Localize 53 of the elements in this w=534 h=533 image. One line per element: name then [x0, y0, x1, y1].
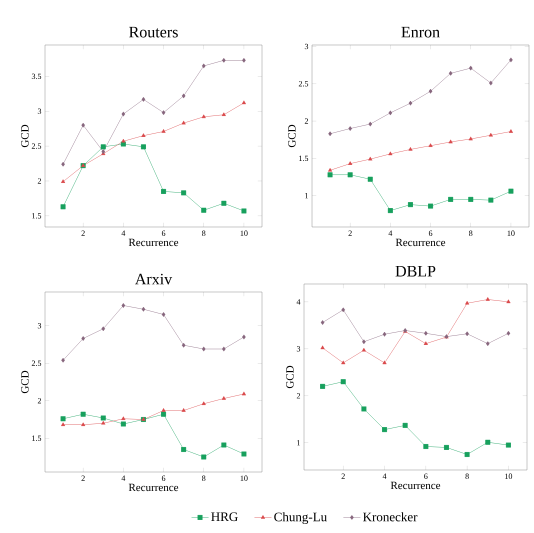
x-tick-label: 6 [428, 230, 432, 236]
x-tick-label: 8 [202, 230, 206, 236]
x-tick-label: 6 [162, 476, 166, 481]
y-tick-label: 3 [38, 108, 42, 114]
y-axis-title: GCD [21, 370, 29, 394]
x-tick-label: 2 [82, 230, 85, 236]
y-tick-label: 3 [296, 346, 300, 352]
y-axis-title: GCD [21, 124, 29, 148]
y-tick-label: 1 [305, 193, 308, 198]
y-tick-label: 1.5 [299, 156, 308, 162]
y-tick-label: 2.5 [32, 143, 42, 149]
chart-title: Routers [129, 26, 178, 38]
legend-label: Kronecker [363, 512, 418, 522]
x-tick-label: 2 [348, 230, 352, 236]
x-axis-title: Recurrence [396, 238, 446, 246]
legend-label: HRG [211, 512, 238, 522]
x-tick-label: 6 [424, 474, 428, 479]
chart-title: Arxiv [134, 274, 172, 284]
x-axis-title: Recurrence [128, 484, 178, 492]
y-tick-label: 1 [297, 440, 300, 446]
legend-label: Chung-Lu [274, 512, 327, 524]
x-tick-label: 8 [469, 230, 472, 236]
y-tick-label: 2 [38, 178, 42, 184]
y-tick-label: 2 [38, 398, 42, 404]
y-tick-label: 2.5 [32, 360, 42, 366]
x-tick-label: 10 [240, 230, 248, 236]
y-tick-label: 2 [296, 393, 300, 398]
x-axis-title: Recurrence [390, 482, 440, 490]
x-tick-label: 2 [342, 474, 345, 479]
x-tick-label: 4 [122, 476, 126, 481]
chart-title: Enron [401, 26, 440, 38]
x-axis-title: Recurrence [128, 238, 178, 246]
x-tick-label: 2 [82, 476, 85, 481]
x-tick-label: 8 [465, 474, 469, 479]
y-axis-title: GCD [288, 124, 296, 148]
y-tick-label: 1.5 [32, 213, 42, 219]
y-tick-label: 3 [38, 323, 42, 328]
x-tick-label: 4 [388, 230, 392, 236]
y-tick-label: 4 [296, 299, 300, 304]
x-tick-label: 4 [122, 230, 126, 236]
y-tick-label: 2 [304, 118, 308, 124]
y-tick-label: 2.5 [298, 81, 308, 86]
x-tick-label: 4 [382, 474, 386, 479]
x-tick-label: 10 [508, 230, 515, 236]
x-tick-label: 10 [505, 474, 512, 479]
y-tick-label: 1.5 [32, 436, 42, 441]
chart-title: DBLP [396, 266, 436, 276]
y-tick-label: 3 [304, 44, 308, 50]
x-tick-label: 10 [240, 476, 248, 481]
y-axis-title: GCD [286, 366, 294, 388]
x-tick-label: 6 [162, 230, 166, 236]
x-tick-label: 8 [202, 476, 206, 481]
y-tick-label: 3.5 [32, 74, 42, 80]
